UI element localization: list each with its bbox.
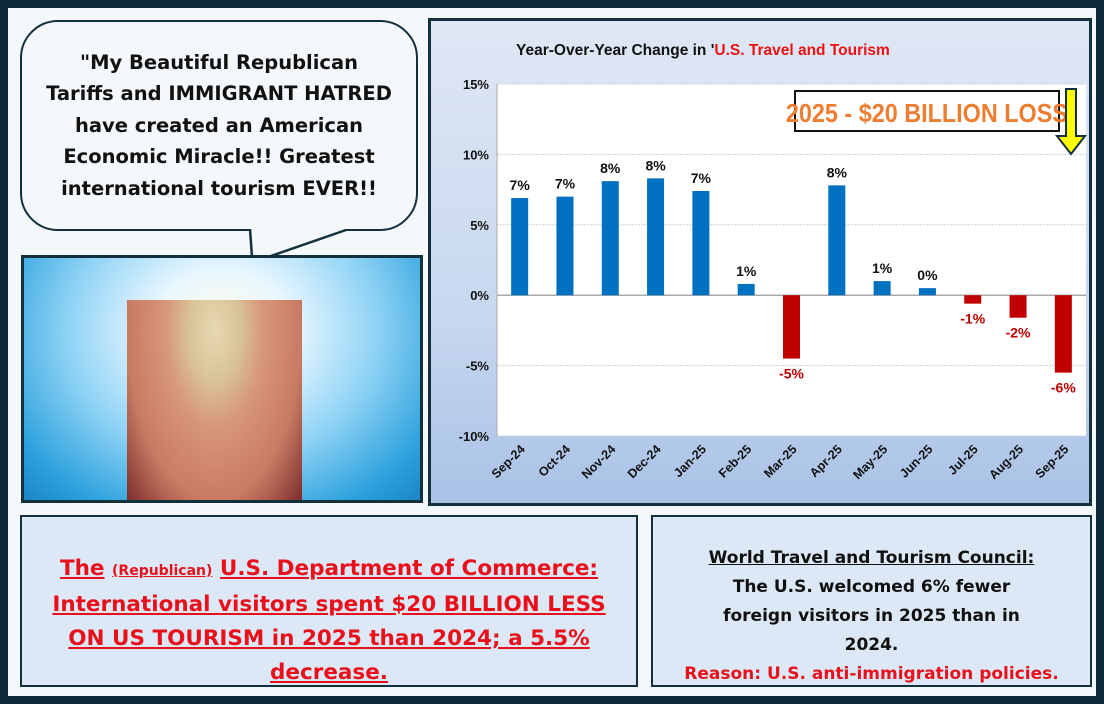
prefix: The <box>59 556 105 581</box>
bar-jan-25 <box>692 191 710 296</box>
chart-title: Year-Over-Year Change in 'U.S. Travel an… <box>516 42 890 59</box>
wttc-reason: Reason: U.S. anti-immigration policies. <box>684 664 1059 684</box>
bar-feb-25 <box>737 283 755 296</box>
data-label: 7% <box>510 177 531 193</box>
data-label: 7% <box>555 176 576 192</box>
data-label: 8% <box>827 164 848 180</box>
bar-jun-25 <box>918 288 936 296</box>
portrait-image <box>127 300 302 500</box>
data-label: 1% <box>736 263 757 279</box>
data-label: -6% <box>1051 380 1076 396</box>
data-label: 8% <box>645 157 666 173</box>
qualifier: (Republican) <box>112 563 213 579</box>
data-label: -5% <box>779 366 804 382</box>
commerce-statement: International visitors spent $20 BILLION… <box>52 592 606 685</box>
data-label: 1% <box>872 260 893 276</box>
source-label: U.S. Department of Commerce: <box>219 556 599 581</box>
y-tick-label: 5% <box>470 218 489 233</box>
wttc-box: World Travel and Tourism Council: The U.… <box>651 515 1092 687</box>
bar-apr-25 <box>828 185 846 296</box>
x-tick-label: Apr-25 <box>807 442 845 480</box>
y-tick-label: 15% <box>463 77 489 92</box>
bar-jul-25 <box>964 295 982 304</box>
chart-panel: Year-Over-Year Change in 'U.S. Travel an… <box>428 18 1092 506</box>
data-label: -1% <box>960 311 985 327</box>
bar-sep-25 <box>1054 295 1072 373</box>
data-label: 7% <box>691 170 712 186</box>
x-tick-label: Sep-24 <box>489 442 528 481</box>
commerce-department-box: The (Republican) U.S. Department of Comm… <box>20 515 638 687</box>
data-label: 0% <box>917 267 938 283</box>
x-tick-label: Sep-25 <box>1033 442 1072 481</box>
x-tick-label: Jul-25 <box>945 442 980 477</box>
speech-text: "My Beautiful Republican Tariffs and IMM… <box>46 50 392 200</box>
x-tick-label: Aug-25 <box>986 442 1026 482</box>
bar-sep-24 <box>511 198 529 296</box>
data-label: -2% <box>1006 325 1031 341</box>
x-tick-label: May-25 <box>850 442 890 482</box>
bar-oct-24 <box>556 196 574 296</box>
bar-nov-24 <box>601 181 619 296</box>
y-tick-label: 0% <box>470 288 489 303</box>
speech-bubble: "My Beautiful Republican Tariffs and IMM… <box>20 20 418 231</box>
x-tick-label: Jun-25 <box>897 442 935 480</box>
photo-panel <box>21 255 423 503</box>
loss-callout-box <box>794 90 1060 132</box>
plot-area <box>497 84 1086 436</box>
x-tick-label: Nov-24 <box>579 442 618 481</box>
y-tick-label: 10% <box>463 147 489 162</box>
down-arrow-icon <box>1054 88 1088 156</box>
bar-aug-25 <box>1009 295 1027 318</box>
x-tick-label: Jan-25 <box>671 442 709 480</box>
data-label: 8% <box>600 160 621 176</box>
y-tick-label: -5% <box>466 359 490 374</box>
loss-callout-text: 2025 - $20 BILLION LOSS <box>786 100 1068 128</box>
wttc-source: World Travel and Tourism Council: <box>708 548 1035 568</box>
x-tick-label: Oct-24 <box>536 442 573 479</box>
bar-may-25 <box>873 281 891 296</box>
x-tick-label: Feb-25 <box>716 442 754 480</box>
bar-chart: Year-Over-Year Change in 'U.S. Travel an… <box>459 42 1088 482</box>
bar-dec-24 <box>647 178 665 296</box>
bar-mar-25 <box>783 295 800 359</box>
y-tick-label: -10% <box>459 429 490 444</box>
wttc-statement: The U.S. welcomed 6% fewer foreign visit… <box>723 577 1020 655</box>
x-tick-label: Mar-25 <box>761 442 799 480</box>
x-tick-label: Dec-24 <box>625 442 664 481</box>
